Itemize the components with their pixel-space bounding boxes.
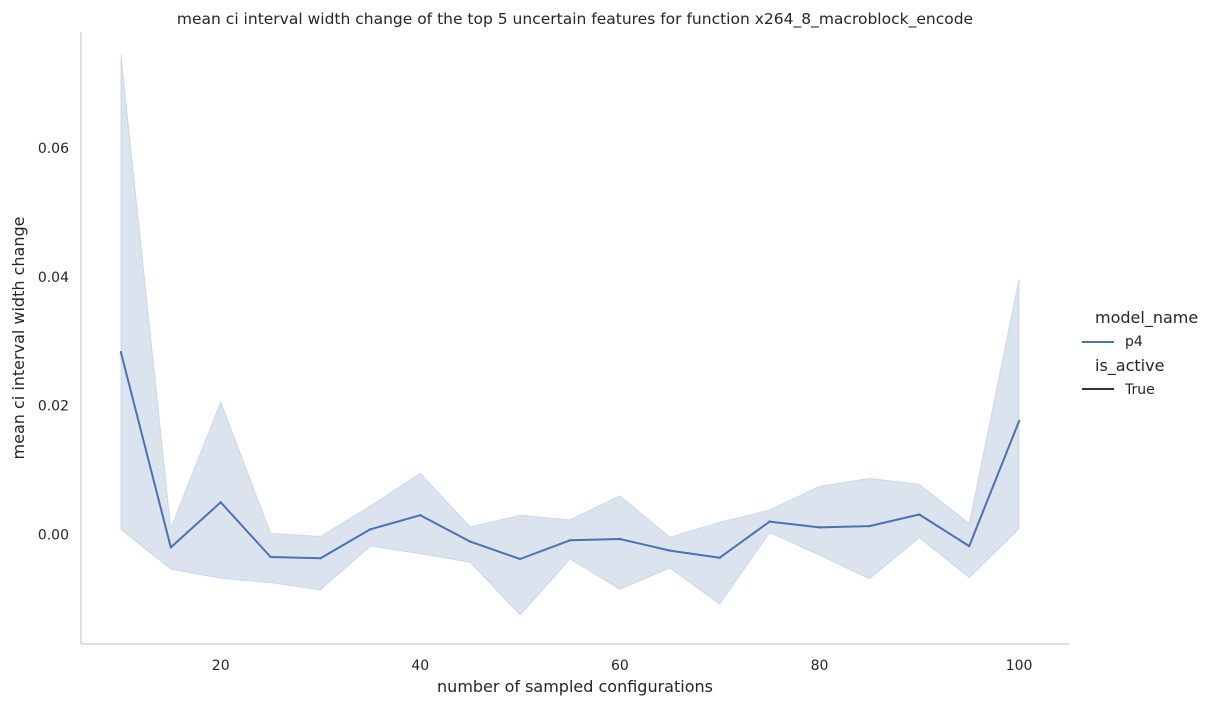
x-tick-label: 100 bbox=[1006, 658, 1033, 674]
data-point bbox=[1017, 419, 1021, 423]
data-point bbox=[668, 549, 671, 552]
data-point bbox=[918, 513, 921, 516]
x-tick-label: 80 bbox=[811, 658, 829, 674]
legend-label-true: True bbox=[1124, 382, 1155, 398]
data-point bbox=[319, 557, 322, 560]
data-point bbox=[868, 524, 871, 528]
data-point bbox=[269, 555, 272, 559]
data-point bbox=[768, 520, 771, 523]
y-tick-label: 0.00 bbox=[38, 528, 69, 544]
data-point bbox=[818, 526, 821, 529]
y-tick-labels: 0.00 0.02 0.04 0.06 bbox=[38, 141, 69, 544]
legend: model_name p4 is_active True bbox=[1082, 308, 1198, 398]
x-tick-label: 60 bbox=[611, 658, 629, 674]
y-axis-label: mean ci interval width change bbox=[9, 217, 28, 460]
data-point bbox=[469, 540, 472, 543]
data-point bbox=[618, 537, 622, 541]
data-point bbox=[968, 544, 971, 548]
data-point bbox=[369, 528, 372, 531]
data-point bbox=[219, 501, 222, 504]
y-tick-label: 0.04 bbox=[38, 270, 69, 286]
data-point bbox=[518, 557, 522, 561]
legend-title-model-name: model_name bbox=[1095, 308, 1198, 328]
data-point bbox=[568, 539, 572, 542]
series-line-layer bbox=[119, 351, 1021, 561]
data-point bbox=[419, 514, 422, 517]
x-axis-label: number of sampled configurations bbox=[437, 677, 713, 696]
y-tick-label: 0.06 bbox=[38, 141, 69, 157]
data-point bbox=[169, 546, 172, 549]
confidence-band-layer bbox=[120, 54, 1020, 616]
x-tick-label: 20 bbox=[212, 658, 230, 674]
chart-title: mean ci interval width change of the top… bbox=[177, 10, 973, 29]
x-tick-label: 40 bbox=[411, 658, 429, 674]
legend-title-is-active: is_active bbox=[1095, 356, 1164, 376]
y-tick-label: 0.02 bbox=[38, 399, 69, 415]
data-point bbox=[119, 351, 123, 354]
legend-label-p4: p4 bbox=[1125, 334, 1143, 350]
data-point bbox=[718, 556, 721, 559]
x-tick-labels: 20 40 60 80 100 bbox=[212, 658, 1033, 674]
confidence-band-p4 bbox=[120, 54, 1020, 616]
